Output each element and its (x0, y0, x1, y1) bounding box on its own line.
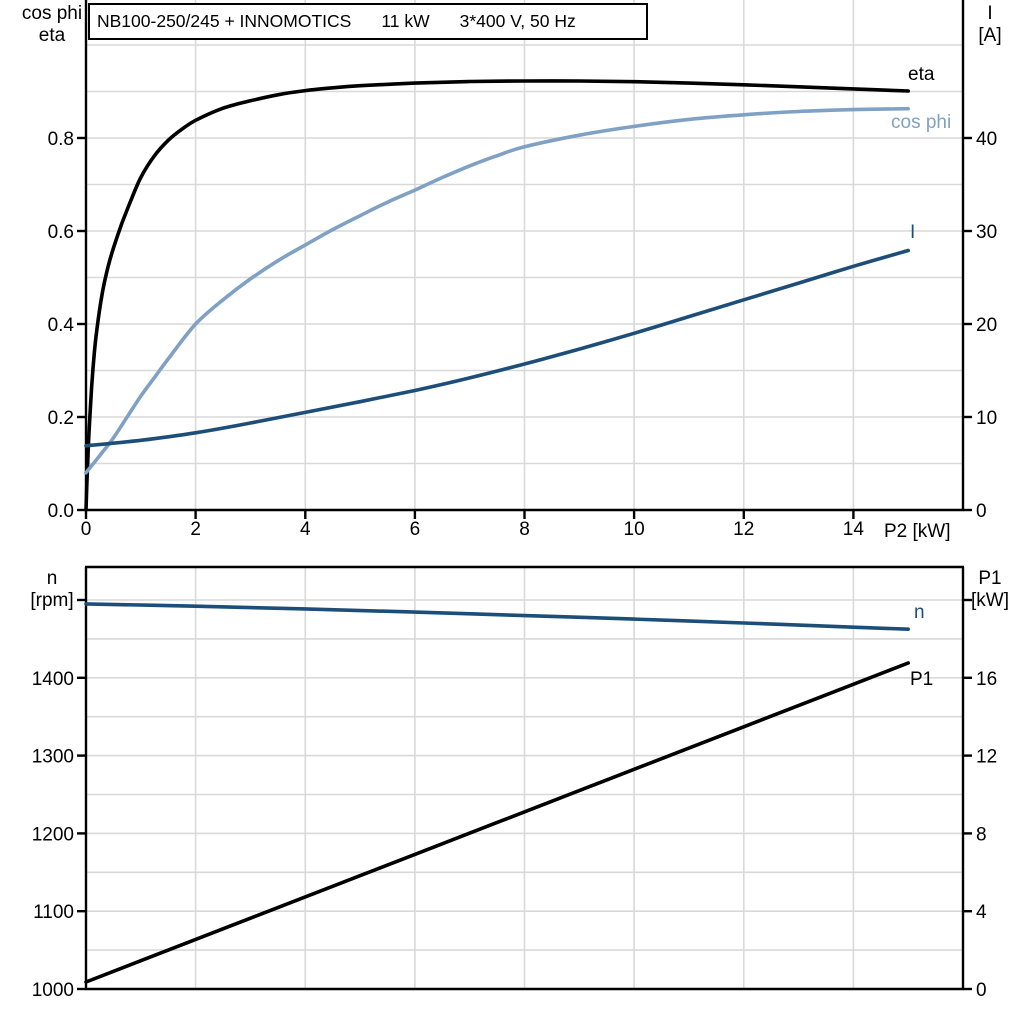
x-axis-label: P2 [kW] (884, 521, 951, 542)
curve-label-speed: n (914, 602, 925, 623)
tick-label: 4 (300, 519, 311, 540)
axis-header-speed-unit: [rpm] (30, 590, 74, 611)
tick-label: 14 (843, 519, 865, 540)
tick-label: 10 (976, 408, 997, 429)
axis-header-speed: n (46, 568, 58, 589)
tick-label: 12 (976, 747, 997, 768)
tick-label: 1000 (32, 980, 74, 1001)
tick-label: 1400 (32, 669, 74, 690)
bottom-right-axis-header: P1 [kW] (959, 568, 1021, 612)
tick-label: 1300 (32, 747, 74, 768)
top-plot-curves (84, 79, 910, 512)
top-right-axis-header: I [A] (961, 3, 1019, 47)
tick-label: 16 (976, 669, 997, 690)
curve-n (84, 602, 910, 631)
tick-label: 0.6 (48, 222, 74, 243)
tick-label: 1200 (32, 824, 74, 845)
tick-label: 40 (976, 129, 997, 150)
tick-label: 12 (733, 519, 754, 540)
tick-label: 30 (976, 222, 997, 243)
tick-label: 20 (976, 315, 997, 336)
tick-label: 8 (519, 519, 530, 540)
bottom-plot-grid (86, 567, 963, 989)
tick-label: 6 (410, 519, 421, 540)
bottom-plot-curves (84, 602, 910, 984)
tick-label: 1100 (33, 902, 74, 923)
tick-label: 4 (976, 902, 987, 923)
tick-label: 8 (976, 824, 987, 845)
tick-label: 0.2 (48, 408, 74, 429)
title-power: 11 kW (381, 11, 430, 31)
curve-label-current: I (910, 222, 916, 243)
curve-label-cos-phi: cos phi (891, 112, 952, 133)
curve-eta (84, 79, 910, 512)
axis-header-eta: eta (38, 25, 66, 46)
title-box: NB100-250/245 + INNOMOTICS 11 kW 3*400 V… (88, 3, 648, 40)
top-plot-axes: 0.0 0.2 0.4 0.6 0.8 0 10 20 30 40 0 2 4 6 8 10 12 14 (48, 0, 997, 540)
top-left-axis-header: cos phi eta (10, 3, 94, 47)
tick-label: 0.4 (48, 315, 75, 336)
tick-label: 10 (624, 519, 645, 540)
tick-label: 0 (976, 980, 987, 1001)
curve-I (84, 248, 910, 448)
bottom-left-axis-header: n [rpm] (10, 568, 94, 612)
tick-label: 0.0 (48, 501, 74, 522)
tick-label: 0.8 (48, 129, 74, 150)
title-model: NB100-250/245 + INNOMOTICS (97, 11, 352, 31)
curve-cos-phi (84, 106, 910, 475)
tick-label: 0 (976, 501, 987, 522)
bottom-plot-axes: 1000 1100 1200 1300 1400 0 4 8 12 16 (32, 565, 997, 1001)
curve-P1 (84, 661, 910, 984)
tick-label: 0 (81, 519, 92, 540)
curve-label-eta: eta (908, 64, 935, 85)
axis-header-input-power-unit: [kW] (971, 590, 1009, 611)
curve-label-input-power: P1 (910, 669, 934, 690)
title-supply: 3*400 V, 50 Hz (459, 11, 576, 31)
tick-label: 2 (190, 519, 201, 540)
axis-header-current-unit: [A] (978, 25, 1002, 46)
axis-header-input-power: P1 (978, 568, 1002, 589)
axis-header-cos-phi: cos phi (21, 3, 83, 24)
axis-header-current: I (987, 3, 993, 24)
top-plot-grid (86, 0, 963, 510)
